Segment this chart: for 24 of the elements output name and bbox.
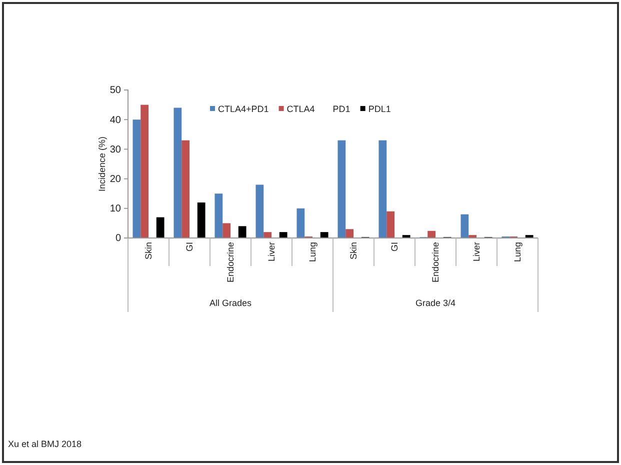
legend-label: CTLA4+PD1: [218, 104, 269, 114]
y-tick-label: 50: [110, 85, 122, 96]
text: PD1: [332, 104, 350, 114]
x-tick-label: Endocrine: [430, 242, 440, 283]
x-tick-label: Skin: [348, 242, 358, 260]
y-tick-label: 10: [110, 204, 122, 215]
y-tick-label: 30: [110, 144, 122, 156]
x-tick-label: Endocrine: [226, 242, 236, 283]
text: Xu et al BMJ 2018: [8, 439, 82, 449]
text: Grade 3/4: [415, 298, 456, 308]
y-axis-title: Incidence (%): [97, 136, 107, 192]
x-tick-label: Liver: [266, 242, 276, 262]
x-tick-label: Lung: [512, 242, 522, 262]
x-tick-label: GI: [390, 242, 400, 252]
x-tick-label: Skin: [144, 242, 154, 260]
y-tick-label: 20: [110, 174, 122, 185]
y-tick-label: 40: [110, 114, 122, 126]
x-tick-label: Liver: [472, 242, 482, 262]
x-tick-label: GI: [184, 242, 194, 252]
legend-label: CTLA4: [286, 104, 315, 114]
x-tick-label: Lung: [308, 242, 318, 262]
legend-label: PDL1: [368, 104, 391, 114]
y-tick-label: 0: [115, 233, 122, 244]
text: All Grades: [209, 298, 252, 308]
